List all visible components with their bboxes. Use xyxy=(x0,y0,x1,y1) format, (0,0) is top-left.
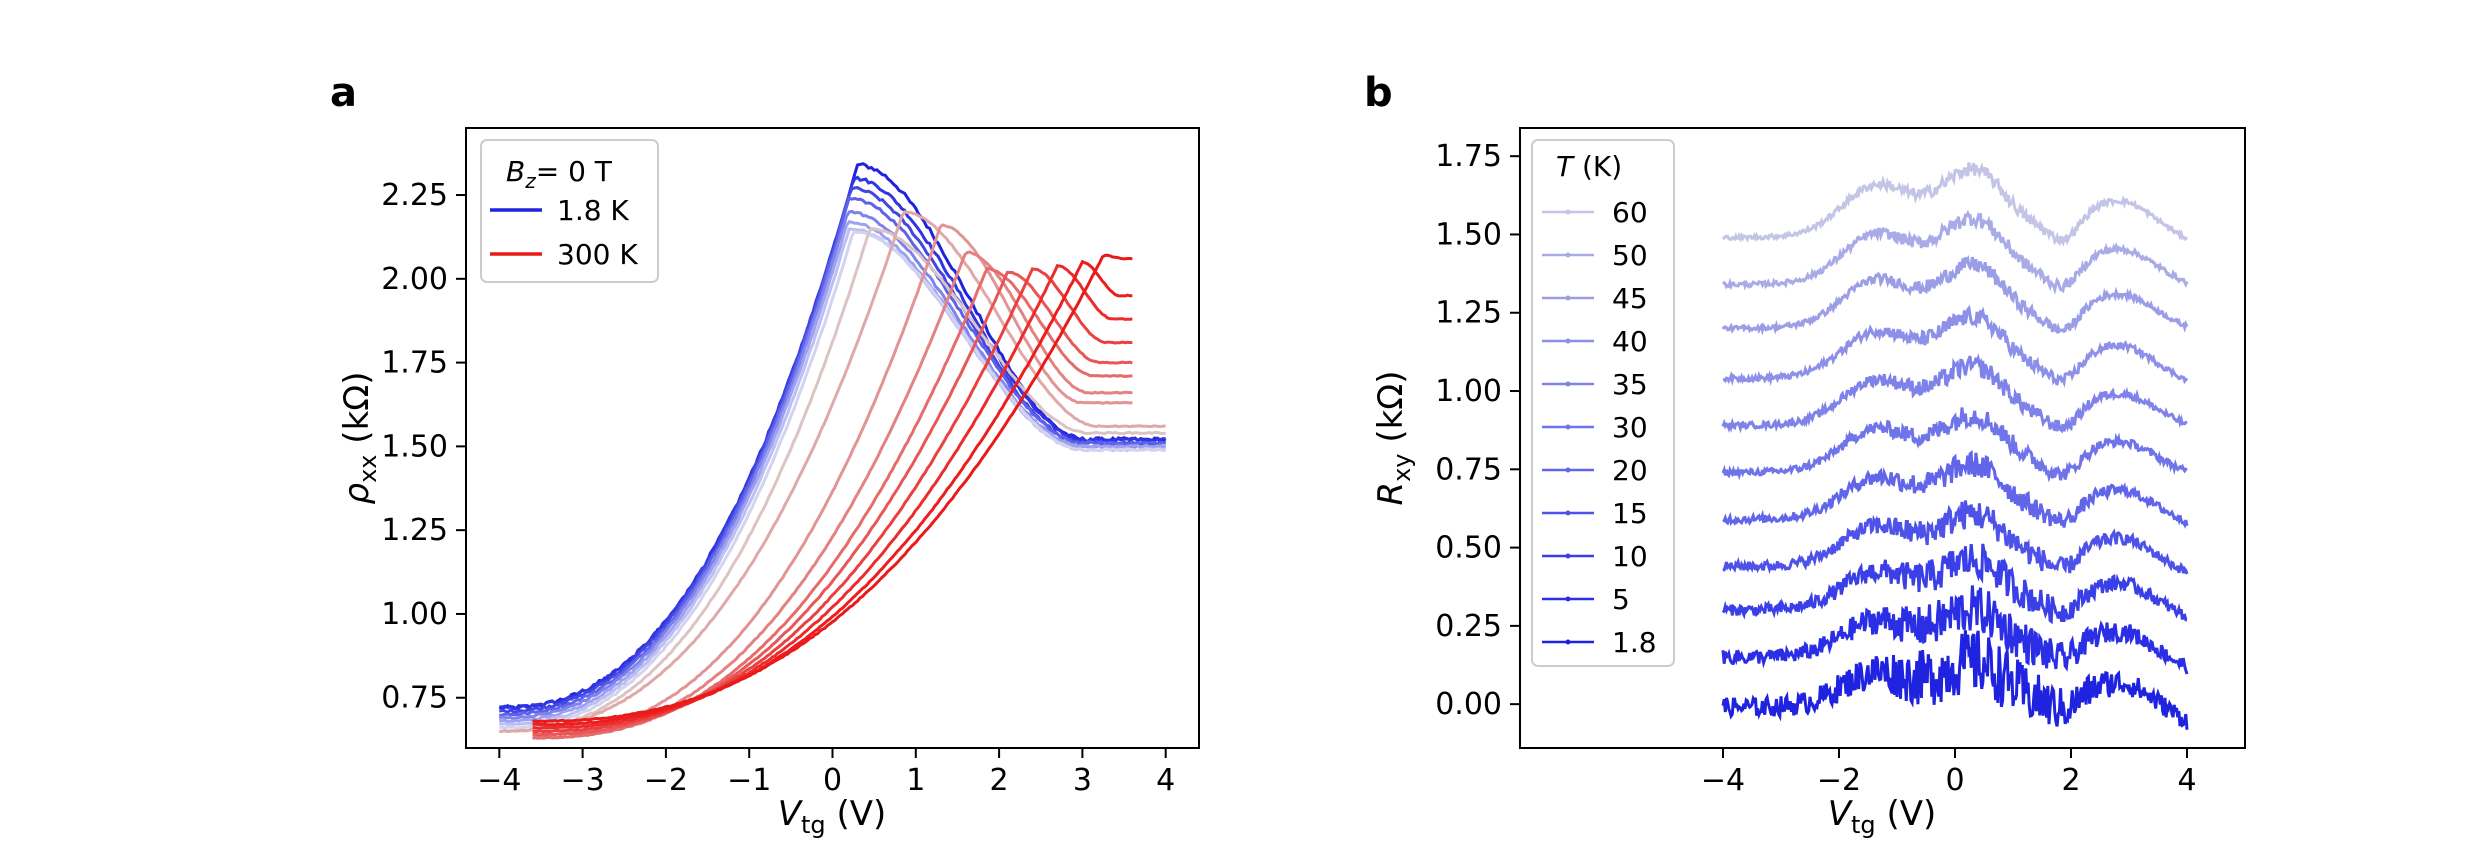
panel-a-x-tick-label: 1 xyxy=(906,763,925,798)
panel-b-legend-marker-20 xyxy=(1565,467,1571,473)
panel-b-y-tick-label: 1.00 xyxy=(1435,374,1502,409)
panel-b-y-tick-label: 1.25 xyxy=(1435,296,1502,331)
panel-b-series-line-15 xyxy=(1722,500,2189,575)
panel-b-legend-marker-30 xyxy=(1565,424,1571,430)
panel-b-legend-label-35: 35 xyxy=(1612,368,1648,401)
panel-a-series-line-s17 xyxy=(532,259,1133,727)
panel-a-legend-label-1.8K: 1.8 K xyxy=(557,194,629,227)
panel-b-legend-label-15: 15 xyxy=(1612,497,1648,530)
panel-b-legend-label-30: 30 xyxy=(1612,411,1648,444)
panel-b-x-axis-label: Vtg (V) xyxy=(1828,794,1937,839)
panel-b-series-line-40 xyxy=(1722,304,2189,388)
panel-b-y-ticks: 0.00 0.25 0.50 0.75 1.00 1.25 1.50 1.75 xyxy=(1435,139,1520,722)
panel-a-legend: Bz= 0 T 1.8 K 300 K xyxy=(480,139,659,283)
panel-b-series-group xyxy=(1721,161,2189,730)
panel-a-series-line-s16 xyxy=(532,264,1133,730)
panel-a-series-group xyxy=(498,162,1167,740)
panel-b-y-tick-label: 0.25 xyxy=(1435,609,1502,644)
panel-a-y-tick-label: 1.25 xyxy=(381,513,448,548)
panel-a-legend-box xyxy=(480,139,659,283)
panel-b-series-line-60 xyxy=(1721,161,2189,247)
panel-b-series-line-50 xyxy=(1721,209,2189,295)
panel-b-legend-label-45: 45 xyxy=(1612,282,1648,315)
panel-a-y-tick-label: 2.25 xyxy=(381,178,448,213)
panel-a: a −4 −3 −2 −1 0 1 2 3 4 0.75 1.00 1.25 1.50 1.75 2.00… xyxy=(330,70,1200,839)
panel-a-x-tick-label: −2 xyxy=(644,763,688,798)
panel-b-legend-marker-35 xyxy=(1565,381,1571,387)
panel-b-series-line-20 xyxy=(1722,449,2189,529)
panel-a-y-tick-label: 1.00 xyxy=(381,597,448,632)
panel-a-x-tick-label: −4 xyxy=(477,763,521,798)
panel-b-legend: T (K) 60 50 45 40 35 30 20 15 10 5 1.8 xyxy=(1531,139,1675,667)
panel-a-label: a xyxy=(330,70,357,116)
panel-b-x-tick-label: 0 xyxy=(1945,763,1964,798)
panel-b-legend-label-1.8: 1.8 xyxy=(1612,626,1657,659)
panel-b-y-tick-label: 0.00 xyxy=(1435,687,1502,722)
panel-b-y-tick-label: 0.50 xyxy=(1435,531,1502,566)
panel-b-legend-marker-50 xyxy=(1565,252,1571,258)
panel-b-y-tick-label: 0.75 xyxy=(1435,452,1502,487)
panel-a-x-tick-label: 0 xyxy=(823,763,842,798)
panel-a-x-tick-label: 4 xyxy=(1156,763,1175,798)
panel-a-series-line-s15 xyxy=(532,267,1133,734)
panel-a-x-axis-label: Vtg (V) xyxy=(778,794,887,839)
panel-b-legend-box xyxy=(1531,139,1675,667)
panel-b-legend-label-50: 50 xyxy=(1612,239,1648,272)
panel-a-series-line-s8 xyxy=(498,229,1166,730)
panel-b-y-tick-label: 1.50 xyxy=(1435,217,1502,252)
panel-b-legend-marker-40 xyxy=(1565,338,1571,344)
panel-b-label: b xyxy=(1364,70,1393,116)
panel-a-x-tick-label: 2 xyxy=(990,763,1009,798)
panel-b-legend-marker-1.8 xyxy=(1565,639,1571,645)
panel-a-y-tick-label: 0.75 xyxy=(381,681,448,716)
panel-b-legend-title: T (K) xyxy=(1556,150,1622,183)
panel-b-legend-marker-45 xyxy=(1565,295,1571,301)
panel-a-series-line-s4 xyxy=(499,195,1167,717)
panel-a-series-line-s9 xyxy=(499,227,1166,734)
panel-a-series-line-s10 xyxy=(499,210,1166,734)
panel-a-y-tick-label: 1.75 xyxy=(381,346,448,381)
panel-b-x-tick-label: −4 xyxy=(1701,763,1745,798)
panel-b-series-line-45 xyxy=(1721,255,2189,336)
panel-a-x-tick-label: −1 xyxy=(727,763,771,798)
panel-b-y-axis-label: Rxy (kΩ) xyxy=(1371,370,1416,505)
panel-a-legend-label-300K: 300 K xyxy=(557,238,638,271)
panel-a-series-line-s6 xyxy=(499,220,1166,724)
panel-a-series-line-s13 xyxy=(532,266,1133,740)
panel-b-series-line-35 xyxy=(1721,353,2188,434)
panel-b-x-tick-label: 2 xyxy=(2061,763,2080,798)
panel-b-legend-marker-15 xyxy=(1565,510,1571,516)
panel-a-y-tick-label: 1.50 xyxy=(381,429,448,464)
panel-a-legend-title: Bz= 0 T xyxy=(506,155,613,193)
panel-b: b −4 −2 0 2 4 0.00 0.25 0.50 0.75 1.00 1.25 1.50 1.… xyxy=(1364,70,2246,839)
panel-b-y-tick-label: 1.75 xyxy=(1435,139,1502,174)
panel-b-series-line-10 xyxy=(1721,543,2188,625)
panel-a-x-ticks: −4 −3 −2 −1 0 1 2 3 4 xyxy=(477,748,1175,798)
panel-b-legend-label-10: 10 xyxy=(1612,540,1648,573)
panel-b-x-tick-label: −2 xyxy=(1817,763,1861,798)
panel-a-x-tick-label: 3 xyxy=(1073,763,1092,798)
panel-b-series-line-1.8 xyxy=(1721,630,2189,730)
panel-b-legend-marker-5 xyxy=(1565,596,1571,602)
panel-a-y-ticks: 0.75 1.00 1.25 1.50 1.75 2.00 2.25 xyxy=(381,178,466,716)
panel-a-series-line-300K xyxy=(532,253,1133,724)
panel-b-legend-label-5: 5 xyxy=(1612,583,1630,616)
panel-b-legend-marker-60 xyxy=(1565,209,1571,215)
panel-b-series-line-30 xyxy=(1721,407,2188,483)
panel-b-legend-label-60: 60 xyxy=(1612,196,1648,229)
panel-b-legend-marker-10 xyxy=(1565,553,1571,559)
panel-b-x-tick-label: 4 xyxy=(2177,763,2196,798)
panel-b-axes-frame xyxy=(1519,127,2246,749)
panel-b-x-ticks: −4 −2 0 2 4 xyxy=(1701,748,2197,798)
panel-a-y-tick-label: 2.00 xyxy=(381,262,448,297)
panel-b-legend-label-20: 20 xyxy=(1612,454,1648,487)
panel-b-legend-label-40: 40 xyxy=(1612,325,1648,358)
panel-b-series-line-5 xyxy=(1721,585,2189,675)
panel-a-y-axis-label: ρxx (kΩ) xyxy=(337,371,382,504)
panel-a-x-tick-label: −3 xyxy=(560,763,604,798)
